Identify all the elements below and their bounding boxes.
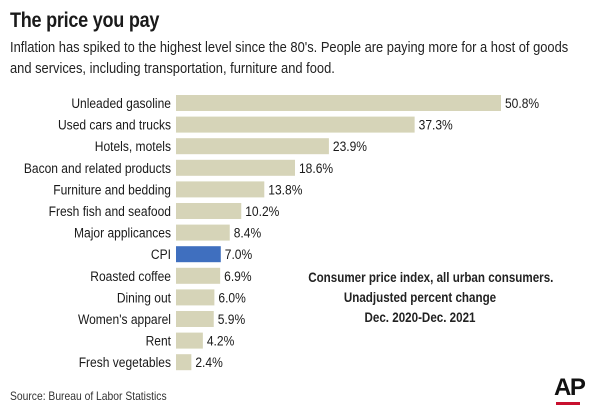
note-line-2: Unadjusted percent change: [343, 290, 497, 305]
value-label-roasted-coffee: 6.9%: [224, 268, 252, 284]
category-label-rent: Rent: [146, 333, 172, 349]
bar-bacon-and-related-products: [176, 159, 295, 176]
bar-furniture-and-bedding: [176, 181, 265, 198]
value-label-dining-out: 6.0%: [218, 290, 246, 306]
bar-fresh-fish-and-seafood: [176, 203, 242, 219]
chart-subtitle: Inflation has spiked to the highest leve…: [10, 39, 569, 77]
category-labels: Unleaded gasoline Used cars and trucks Hot…: [24, 95, 172, 370]
category-label-cpi: CPI: [151, 246, 171, 262]
bar-women-s-apparel: [176, 311, 214, 327]
value-label-cpi: 7.0%: [225, 246, 253, 262]
category-label-fresh-vegetables: Fresh vegetables: [79, 354, 172, 370]
bar-fresh-vegetables: [176, 354, 192, 371]
value-label-fresh-vegetables: 2.4%: [195, 354, 223, 370]
value-label-rent: 4.2%: [207, 333, 235, 349]
note-line-1: Consumer price index, all urban consumer…: [308, 270, 554, 285]
chart-note: Consumer price index, all urban consumer…: [308, 268, 554, 328]
ap-logo: AP: [554, 374, 586, 401]
bar-dining-out: [176, 289, 215, 306]
category-label-women-s-apparel: Women's apparel: [78, 311, 171, 327]
category-label-furniture-and-bedding: Furniture and bedding: [53, 182, 171, 198]
chart-title: The price you pay: [10, 9, 160, 32]
value-label-fresh-fish-and-seafood: 10.2%: [245, 203, 279, 219]
value-label-bacon-and-related-products: 18.6%: [299, 160, 333, 176]
bar-major-applicances: [176, 224, 230, 241]
bar-cpi: [176, 246, 221, 263]
bar-unleaded-gasoline: [176, 95, 501, 111]
source-note: Source: Bureau of Labor Statistics: [10, 389, 167, 403]
category-label-unleaded-gasoline: Unleaded gasoline: [71, 95, 171, 111]
value-label-unleaded-gasoline: 50.8%: [505, 95, 539, 111]
category-label-fresh-fish-and-seafood: Fresh fish and seafood: [49, 203, 171, 219]
value-labels: 50.8% 37.3% 23.9%18.6% 13.8% 10.2% 8.4% 7.0% 6.…: [195, 95, 539, 370]
value-label-furniture-and-bedding: 13.8%: [268, 182, 302, 198]
category-label-bacon-and-related-products: Bacon and related products: [24, 160, 172, 176]
category-label-dining-out: Dining out: [117, 290, 172, 306]
note-line-3: Dec. 2020-Dec. 2021: [364, 310, 476, 325]
bar-used-cars-and-trucks: [176, 116, 415, 133]
bar-rent: [176, 332, 203, 349]
category-label-hotels-motels: Hotels, motels: [95, 138, 172, 154]
bars: [176, 95, 501, 371]
value-label-hotels-motels: 23.9%: [333, 138, 367, 154]
bar-roasted-coffee: [176, 267, 221, 284]
category-label-used-cars-and-trucks: Used cars and trucks: [58, 117, 171, 133]
value-label-used-cars-and-trucks: 37.3%: [419, 117, 453, 133]
value-label-major-applicances: 8.4%: [234, 225, 262, 241]
bar-hotels-motels: [176, 138, 329, 155]
category-label-major-applicances: Major applicances: [74, 225, 171, 241]
ap-logo-underline: [556, 402, 580, 405]
value-label-women-s-apparel: 5.9%: [218, 311, 246, 327]
category-label-roasted-coffee: Roasted coffee: [90, 268, 171, 284]
